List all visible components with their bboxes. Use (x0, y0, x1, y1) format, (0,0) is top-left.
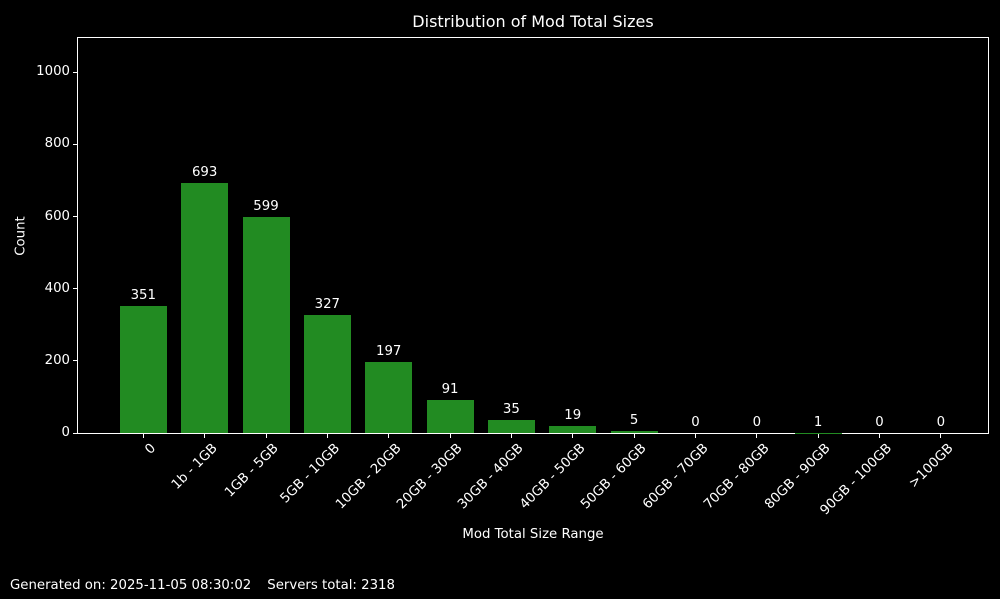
bar-value-label: 327 (314, 297, 341, 313)
bar-value-label: 0 (875, 415, 884, 430)
x-tick-mark (694, 434, 696, 438)
y-tick-label: 400 (44, 280, 70, 296)
chart-title: Distribution of Mod Total Sizes (412, 12, 654, 31)
bar-value-label: 0 (936, 415, 946, 430)
bar-1GB - 5GB (242, 216, 290, 433)
bar-value-label: 0 (691, 415, 700, 430)
x-axis-title: Mod Total Size Range (462, 527, 604, 542)
y-tick-mark (73, 71, 77, 73)
x-tick-label: 1GB - 5GB (222, 441, 282, 501)
x-tick-mark (756, 434, 758, 438)
bar-40GB - 50GB (549, 426, 597, 433)
servers-total: Servers total: 2318 (267, 578, 395, 593)
plot-area: 351 693 599 327 197 91 35 19 5 0 0 1 0 0 (77, 37, 989, 434)
bar-value-label: 599 (253, 198, 279, 214)
y-tick-mark (73, 143, 77, 145)
x-tick-mark (326, 434, 328, 438)
y-tick-label: 800 (44, 136, 70, 152)
y-axis-title: Count (13, 216, 29, 256)
bar-value-label: 5 (629, 413, 639, 429)
x-tick-mark (449, 434, 451, 438)
bar-value-label: 1 (813, 414, 823, 430)
x-tick-mark (940, 434, 942, 438)
y-tick-mark (73, 288, 77, 290)
x-tick-mark (388, 434, 390, 438)
bar-value-label: 19 (564, 408, 582, 424)
x-tick-mark (879, 434, 880, 438)
bar-value-label: 91 (441, 382, 459, 398)
footer: Generated on: 2025-11-05 08:30:02 Servers… (10, 578, 395, 593)
bar-1b - 1GB (181, 183, 229, 433)
x-tick-label: 5GB - 10GB (277, 441, 343, 507)
y-tick-label: 1000 (36, 64, 70, 80)
bar-10GB - 20GB (365, 361, 413, 433)
bar-value-label: 197 (375, 343, 402, 359)
y-tick-mark (73, 432, 77, 434)
x-tick-mark (142, 434, 144, 438)
bar-0 (119, 306, 167, 433)
bar-value-label: 35 (502, 402, 520, 418)
bar-30GB - 40GB (487, 420, 535, 433)
y-tick-label: 200 (44, 352, 70, 368)
x-tick-mark (510, 434, 512, 438)
bar-50GB - 60GB (610, 431, 658, 433)
x-tick-label: 1b - 1GB (168, 441, 221, 493)
bar-5GB - 10GB (303, 315, 351, 433)
generated-timestamp: Generated on: 2025-11-05 08:30:02 (10, 578, 252, 593)
x-tick-mark (633, 434, 635, 438)
bottom-border-line (0, 598, 1000, 600)
x-tick-mark (204, 434, 206, 438)
bar-20GB - 30GB (426, 400, 474, 433)
bar-value-label: 351 (130, 288, 156, 304)
y-tick-label: 600 (44, 208, 70, 224)
x-tick-label: >100GB (906, 441, 957, 492)
y-tick-mark (73, 360, 77, 362)
y-tick-mark (73, 216, 77, 218)
y-tick-label: 0 (61, 425, 70, 440)
x-tick-label: 0 (142, 441, 159, 458)
x-tick-mark (265, 434, 267, 438)
x-tick-mark (572, 434, 574, 438)
bar-value-label: 0 (752, 415, 762, 430)
bar-value-label: 693 (191, 165, 218, 181)
x-tick-mark (817, 434, 819, 438)
